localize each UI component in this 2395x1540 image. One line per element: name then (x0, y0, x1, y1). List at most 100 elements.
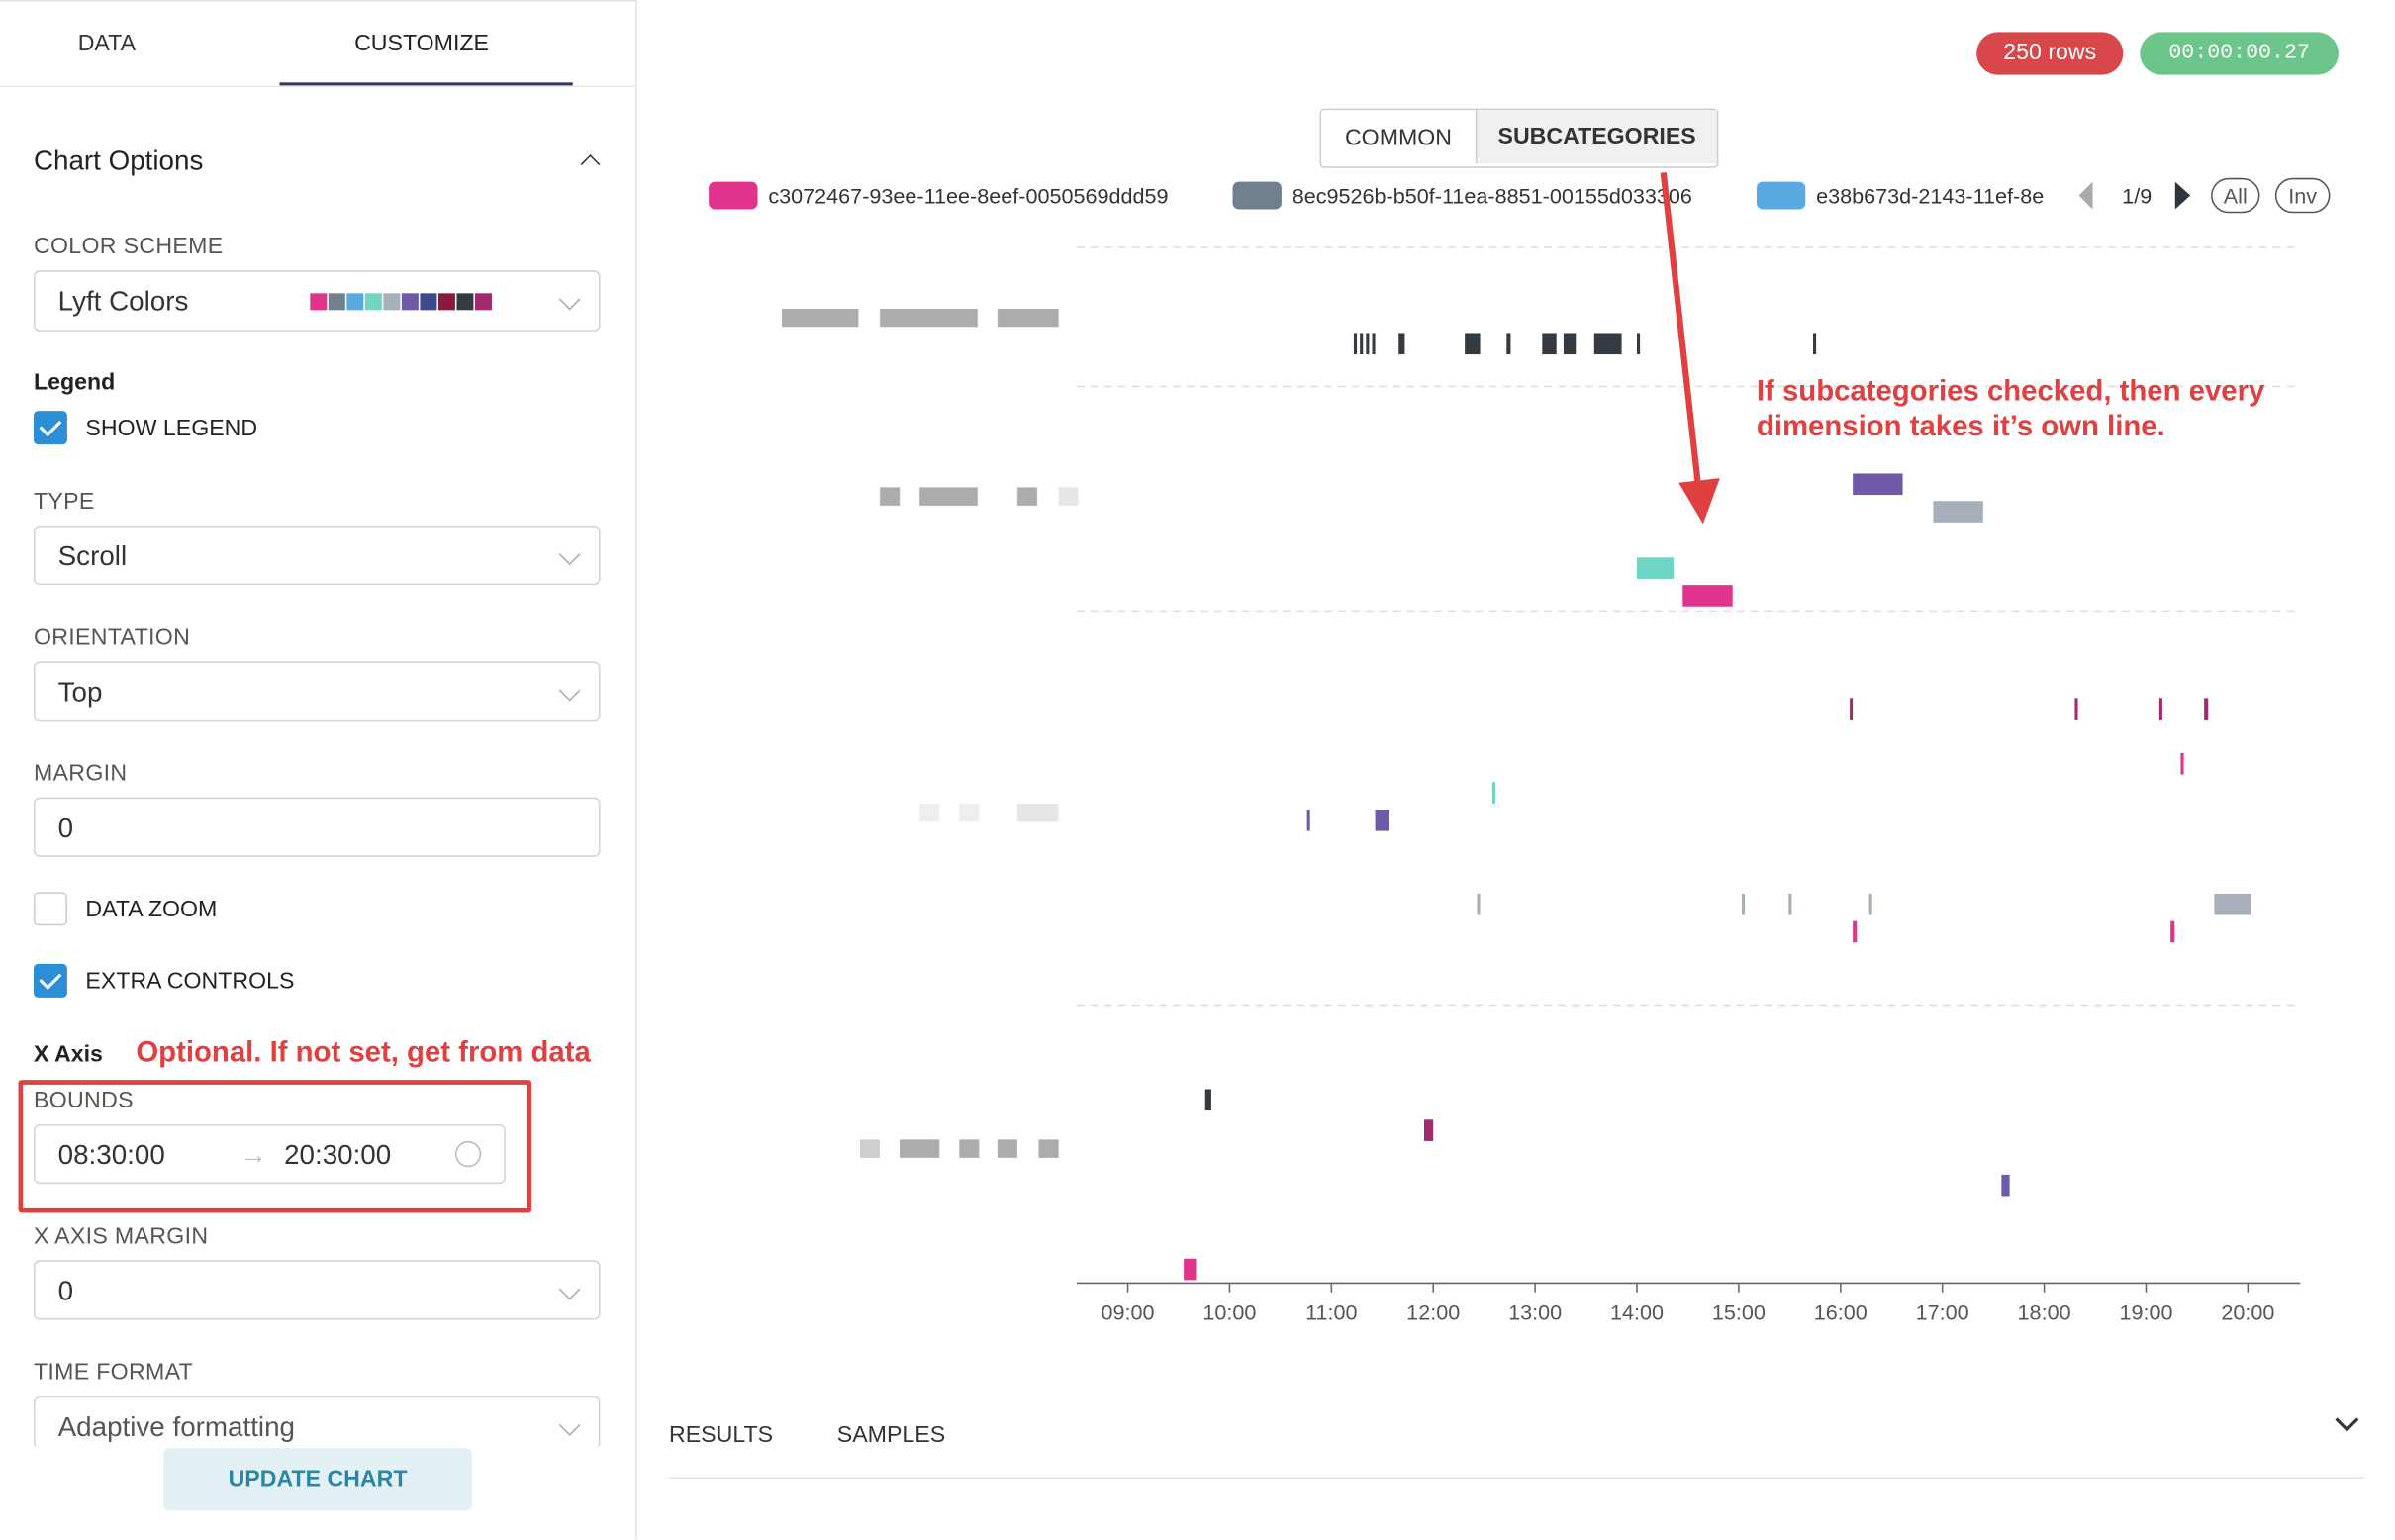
input-value: 0 (57, 813, 74, 843)
legend-swatch (1756, 181, 1806, 210)
inv-button[interactable] (2274, 177, 2331, 214)
event-bar (2204, 698, 2209, 720)
event-bar (1853, 920, 1858, 943)
tab-results[interactable]: RESULTS (669, 1421, 774, 1449)
query-time: 00:00:00.27 (2140, 32, 2339, 75)
x-tick-label: 20:00 (2221, 1299, 2274, 1324)
event-bar (1741, 893, 1746, 915)
x-tick-label: 09:00 (1102, 1299, 1155, 1324)
annotation-arrow (1660, 172, 1702, 490)
top-border (0, 0, 636, 2)
divider (669, 1477, 2365, 1480)
inv-label: Inv (2288, 183, 2317, 208)
event-bar (1465, 333, 1481, 355)
event-bar (1366, 333, 1370, 355)
x-tick-label: 18:00 (2018, 1299, 2071, 1324)
sidebar (0, 0, 637, 1540)
event-bar (1813, 333, 1817, 355)
tab-customize[interactable]: CUSTOMIZE (354, 30, 489, 57)
all-label: All (2224, 183, 2248, 208)
event-bar (1184, 1258, 1197, 1281)
section-title: Chart Options (33, 144, 204, 176)
page-indicator: 1/9 (2122, 183, 2152, 208)
select-value: Adaptive formatting (57, 1411, 296, 1442)
margin-input[interactable]: 0 (33, 797, 601, 857)
event-bar (1372, 333, 1376, 355)
event-bar (2214, 893, 2251, 915)
checkbox[interactable] (33, 411, 67, 445)
event-bar (1637, 557, 1675, 579)
select-value: Lyft Colors (57, 285, 189, 317)
row-count: 250 rows (1976, 32, 2124, 75)
checkbox-label: SHOW LEGEND (85, 415, 258, 442)
event-bar (1593, 333, 1622, 355)
field-label: BOUNDS (33, 1087, 134, 1114)
x-tick-label: 10:00 (1202, 1299, 1256, 1324)
blurred-labels (782, 308, 1079, 1158)
legend-label: c3072467-93ee-11ee-8eef-0050569ddd59 (768, 183, 1168, 208)
event-bar (1423, 1119, 1434, 1141)
event-bar (1506, 333, 1511, 355)
next-page[interactable] (2174, 181, 2191, 210)
x-tick-label: 13:00 (1508, 1299, 1562, 1324)
event-bar (1933, 501, 1983, 523)
type-select[interactable]: Scroll (33, 525, 601, 586)
x-axis-margin-select[interactable]: 0 (33, 1260, 601, 1320)
event-bar (1375, 810, 1389, 831)
time-format-select[interactable]: Adaptive formatting (33, 1396, 601, 1449)
tab-data[interactable]: DATA (77, 30, 137, 57)
divider (0, 85, 636, 87)
select-value: Scroll (57, 540, 128, 572)
event-bar (1850, 698, 1854, 720)
x-tick-label: 14:00 (1610, 1299, 1664, 1324)
swatches (310, 293, 492, 311)
field-label: COLOR SCHEME (33, 234, 224, 260)
event-bar (2074, 698, 2078, 720)
event-bar (1204, 1089, 1211, 1111)
x-tick-label: 15:00 (1712, 1299, 1766, 1324)
color-scheme-select[interactable]: Lyft Colors (33, 270, 601, 332)
x-tick-label: 16:00 (1814, 1299, 1868, 1324)
update-button[interactable]: UPDATE CHART (163, 1448, 472, 1511)
event-bar (1563, 333, 1577, 355)
event-bar (2170, 920, 2175, 943)
legend-swatch (1232, 181, 1282, 210)
tab-samples[interactable]: SAMPLES (836, 1421, 946, 1449)
event-bar (2158, 698, 2162, 720)
bound-end: 20:30:00 (284, 1139, 392, 1171)
checkbox[interactable] (33, 963, 67, 998)
event-bar (2180, 752, 2184, 775)
event-bar (1868, 893, 1872, 915)
clock-icon (454, 1140, 482, 1168)
x-tick-label: 12:00 (1406, 1299, 1460, 1324)
legend-label: 8ec9526b-b50f-11ea-8851-00155d033306 (1293, 183, 1692, 208)
bounds-range[interactable]: 08:30:00 → 20:30:00 (33, 1123, 506, 1185)
x-tick-label: 17:00 (1916, 1299, 1969, 1324)
all-button[interactable] (2211, 177, 2260, 214)
toggle-subcategories[interactable]: SUBCATEGORIES (1475, 110, 1717, 164)
tab-indicator (279, 82, 573, 86)
events (1184, 333, 2251, 1281)
x-ticks: 09:00 10:00 11:00 12:00 13:00 14:00 15:00 16:00… (1102, 1283, 2274, 1324)
prev-page[interactable] (2078, 181, 2093, 210)
orientation-select[interactable]: Top (33, 661, 601, 722)
event-bar (1788, 893, 1792, 915)
select-value: Top (57, 676, 103, 708)
legend-label: e38b673d-2143-11ef-8e (1816, 183, 2044, 208)
toggle-common[interactable]: COMMON (1344, 125, 1453, 151)
field-label: X AXIS MARGIN (33, 1223, 209, 1250)
field-label: TIME FORMAT (33, 1359, 194, 1386)
event-bar (1353, 333, 1358, 355)
highlight-box (18, 1080, 532, 1213)
event-bar (2001, 1174, 2010, 1197)
event-bar (1477, 893, 1481, 915)
legend: c3072467-93ee-11ee-8eef-0050569ddd59 8ec9… (709, 181, 2044, 210)
event-bar (1542, 333, 1557, 355)
checkbox[interactable] (33, 892, 67, 926)
event-bar (1682, 585, 1733, 607)
bound-start: 08:30:00 (57, 1139, 165, 1171)
checkbox-label: DATA ZOOM (85, 896, 218, 923)
toggle-group (1319, 108, 1719, 168)
